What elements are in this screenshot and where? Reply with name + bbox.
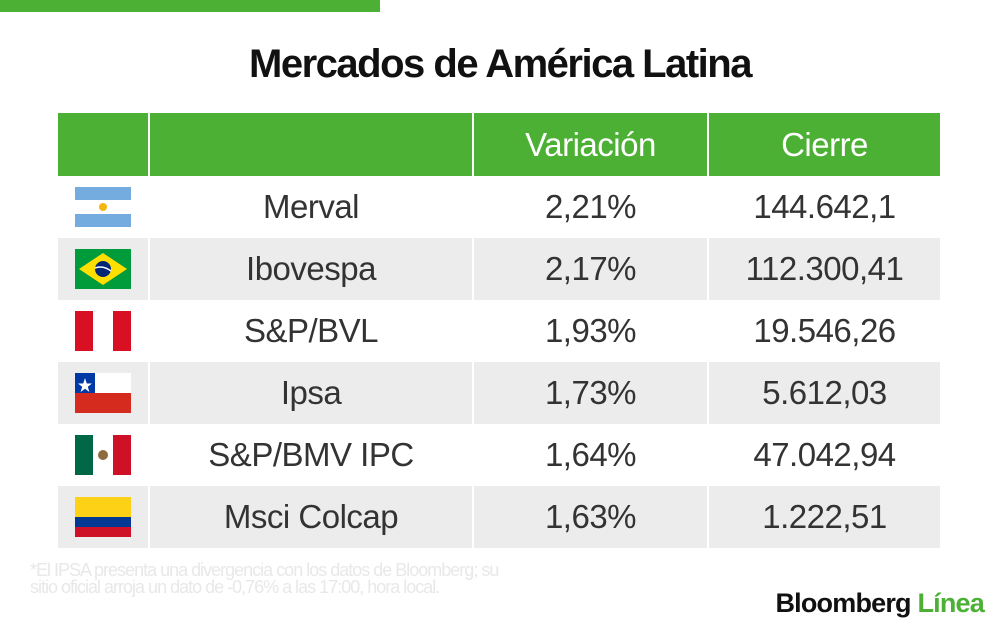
close: 47.042,94: [709, 424, 940, 486]
name: Ibovespa: [150, 238, 472, 300]
row: S&P/BVL 1,93% 19.546,26: [58, 300, 940, 362]
name: Ipsa: [150, 362, 472, 424]
header-cell: [150, 113, 472, 176]
flag-cell: [58, 238, 148, 300]
logo-brand: Bloomberg: [775, 588, 911, 618]
row: Merval 2,21% 144.642,1: [58, 176, 940, 238]
close: 1.222,51: [709, 486, 940, 548]
flag-cell: [58, 300, 148, 362]
name: Msci Colcap: [150, 486, 472, 548]
flag-cell: [58, 424, 148, 486]
row: Msci Colcap 1,63% 1.222,51: [58, 486, 940, 548]
row: Ibovespa 2,17% 112.300,41: [58, 238, 940, 300]
logo: Bloomberg Línea: [775, 588, 984, 619]
flag: [75, 187, 131, 227]
row: S&P/BMV IPC 1,64% 47.042,94: [58, 424, 940, 486]
title: Mercados de América Latina: [249, 42, 752, 86]
flag: [75, 373, 131, 413]
footnote: *El IPSA presenta una divergencia con lo…: [30, 560, 499, 597]
close: 144.642,1: [709, 176, 940, 238]
name: S&P/BVL: [150, 300, 472, 362]
name: Merval: [150, 176, 472, 238]
header-cell: [58, 113, 148, 176]
flag-cell: [58, 486, 148, 548]
close: 19.546,26: [709, 300, 940, 362]
variation: 1,93%: [474, 300, 707, 362]
flag: [75, 497, 131, 537]
variation: 2,21%: [474, 176, 707, 238]
header-cell: Cierre: [709, 113, 940, 176]
variation: 1,63%: [474, 486, 707, 548]
variation: 1,64%: [474, 424, 707, 486]
header-cell: Variación: [474, 113, 707, 176]
top-bar: [0, 0, 380, 12]
flag-cell: [58, 176, 148, 238]
logo-product: Línea: [917, 588, 984, 618]
flag: [75, 311, 131, 351]
flag: [75, 249, 131, 289]
close: 5.612,03: [709, 362, 940, 424]
flag: [75, 435, 131, 475]
table: Variación Cierre Merval 2,21% 144.642,1 …: [58, 113, 940, 548]
header-row: Variación Cierre: [58, 113, 940, 176]
flag-cell: [58, 362, 148, 424]
variation: 2,17%: [474, 238, 707, 300]
variation: 1,73%: [474, 362, 707, 424]
close: 112.300,41: [709, 238, 940, 300]
name: S&P/BMV IPC: [150, 424, 472, 486]
row: Ipsa 1,73% 5.612,03: [58, 362, 940, 424]
